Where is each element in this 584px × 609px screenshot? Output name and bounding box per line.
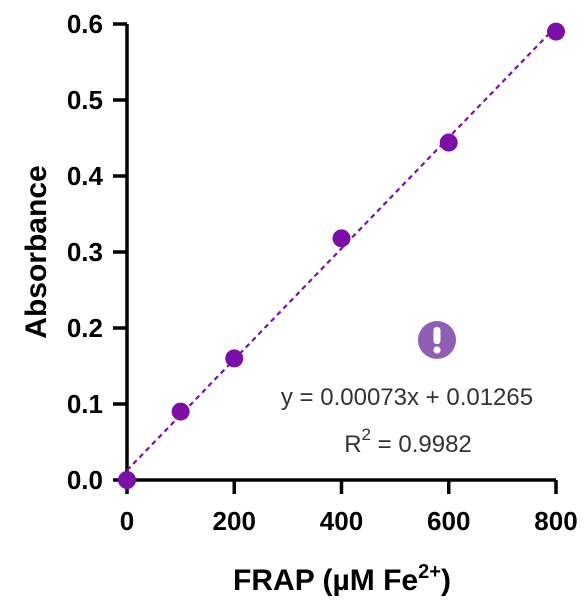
r-squared-prefix: R: [344, 431, 361, 458]
data-points: [118, 22, 565, 489]
y-tick-label: 0.4: [67, 161, 104, 191]
y-tick-label: 0.2: [67, 313, 103, 343]
x-axis-title-suffix: ): [441, 564, 451, 597]
y-tick-label: 0.6: [67, 9, 103, 39]
x-tick-label: 600: [427, 506, 470, 536]
y-tick-label: 0.3: [67, 237, 103, 267]
y-tick-label: 0.1: [67, 389, 103, 419]
data-point: [332, 229, 351, 248]
x-tick-label: 200: [213, 506, 256, 536]
r-squared-value: = 0.9982: [371, 431, 472, 458]
y-axis-ticks: 0.0 0.1 0.2 0.3 0.4 0.5 0.6: [67, 9, 127, 495]
x-axis-title-superscript: 2+: [418, 561, 441, 583]
data-point: [547, 22, 565, 41]
exclamation-circle-icon: [418, 321, 456, 359]
y-axis-title: Absorbance: [20, 165, 53, 338]
x-axis-ticks: 0 200 400 600 800: [120, 480, 578, 536]
r-squared: R2 = 0.9982: [344, 425, 472, 458]
r-squared-superscript: 2: [362, 425, 371, 444]
data-point: [439, 133, 458, 152]
data-point: [225, 349, 244, 368]
x-tick-label: 0: [120, 506, 134, 536]
fit-equation: y = 0.00073x + 0.01265: [281, 384, 533, 411]
data-point: [171, 402, 190, 421]
x-axis-title-main: FRAP (µM Fe: [233, 564, 418, 597]
x-axis-title: FRAP (µM Fe2+): [233, 561, 451, 597]
y-tick-label: 0.0: [67, 465, 103, 495]
trendline: [126, 25, 557, 472]
x-tick-label: 400: [320, 506, 363, 536]
y-tick-label: 0.5: [67, 85, 103, 115]
data-point: [118, 471, 136, 489]
x-tick-label: 800: [534, 506, 577, 536]
